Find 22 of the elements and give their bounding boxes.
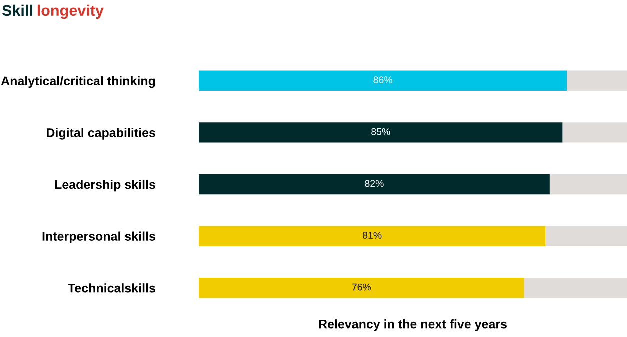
bar (524, 278, 627, 298)
data-label: 85% (372, 128, 390, 136)
bar (199, 226, 546, 246)
y-tick-label: Leadership skills (55, 180, 156, 192)
text: Skill longevity (2, 4, 104, 20)
bar (546, 226, 627, 246)
data-label: 82% (365, 180, 384, 188)
bar (199, 122, 563, 143)
bar (567, 70, 627, 91)
bar (199, 278, 524, 298)
y-tick-label: Technicalskills (68, 284, 156, 293)
bar (550, 174, 627, 195)
y-tick-label: Digital capabilities (47, 128, 156, 140)
data-label: 86% (374, 76, 392, 84)
bar (562, 122, 627, 143)
y-tick-label: Interpersonal skills (42, 232, 156, 244)
bar (199, 174, 550, 195)
data-label: 76% (352, 284, 372, 291)
y-tick-label: Analytical/critical thinking (1, 76, 156, 88)
data-label: 81% (363, 232, 382, 239)
bar (199, 70, 568, 91)
x-axis-title: Relevancy in the next five years (319, 320, 507, 332)
